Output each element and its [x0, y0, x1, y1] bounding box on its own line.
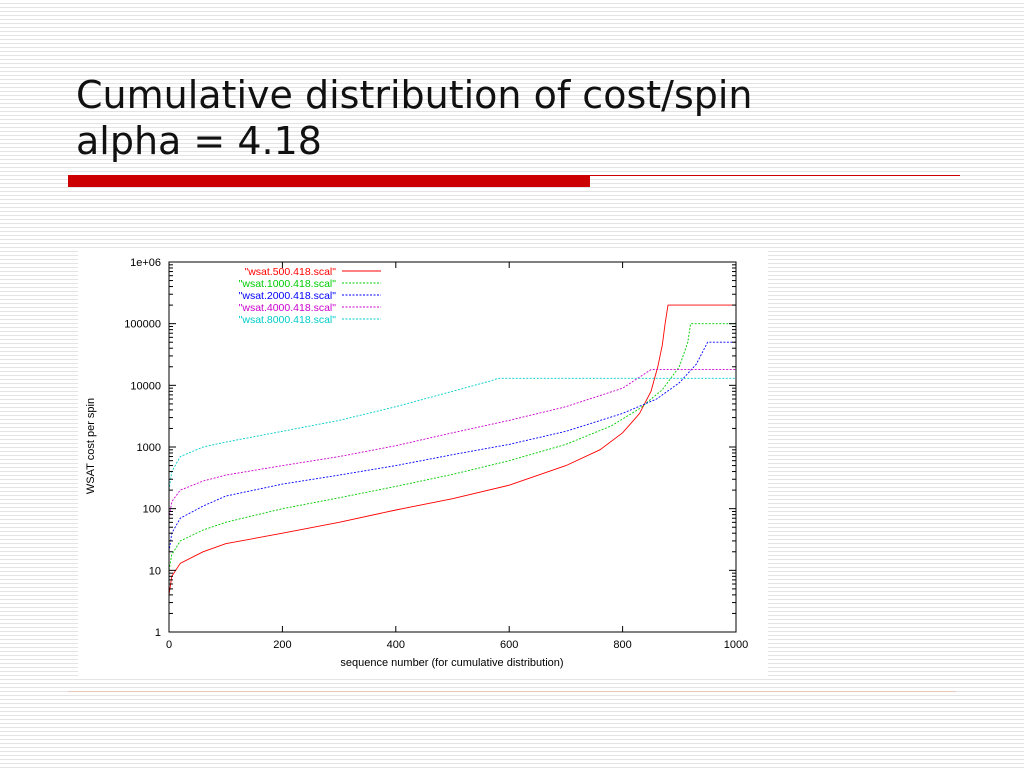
title-accent-bar [68, 175, 590, 187]
legend-label-2: "wsat.1000.418.scal" [239, 278, 337, 290]
y-tick-label: 100 [143, 504, 161, 516]
legend-label-3: "wsat.2000.418.scal" [239, 290, 337, 302]
legend-label-4: "wsat.4000.418.scal" [239, 302, 337, 314]
title-accent-line [590, 175, 960, 176]
x-tick-label: 400 [387, 639, 405, 651]
y-tick-label: 1 [155, 627, 161, 639]
y-tick-label: 10000 [130, 380, 161, 392]
legend-label-1: "wsat.500.418.scal" [244, 266, 336, 278]
series-line-5 [168, 377, 736, 491]
x-tick-label: 0 [166, 639, 172, 651]
x-tick-label: 800 [613, 639, 631, 651]
title-line-2: alpha = 4.18 [76, 119, 322, 163]
x-tick-label: 600 [500, 639, 518, 651]
title-line-1: Cumulative distribution of cost/spin [76, 73, 753, 117]
y-tick-label: 10 [149, 565, 161, 577]
series-line-3 [168, 341, 736, 552]
x-tick-label: 200 [273, 639, 291, 651]
series-line-4 [168, 369, 736, 519]
x-axis-label: sequence number (for cumulative distribu… [340, 657, 563, 669]
x-tick-label: 1000 [724, 639, 748, 651]
slide-title: Cumulative distribution of cost/spin alp… [76, 72, 976, 164]
y-tick-label: 100000 [124, 319, 161, 331]
y-tick-label: 1000 [137, 442, 161, 454]
footer-divider [68, 691, 956, 692]
series-line-2 [168, 323, 736, 571]
legend-label-5: "wsat.8000.418.scal" [239, 314, 337, 326]
y-axis-label: WSAT cost per spin [85, 398, 97, 494]
y-tick-label: 1e+06 [130, 257, 161, 269]
chart-panel: 0 200 400 600 800 1000 1 10 100 1000 10000 100000 1e… [78, 248, 768, 676]
series-line-1 [168, 304, 736, 595]
cumulative-cost-chart: 0 200 400 600 800 1000 1 10 100 1000 10000 100000 1e… [85, 257, 748, 669]
